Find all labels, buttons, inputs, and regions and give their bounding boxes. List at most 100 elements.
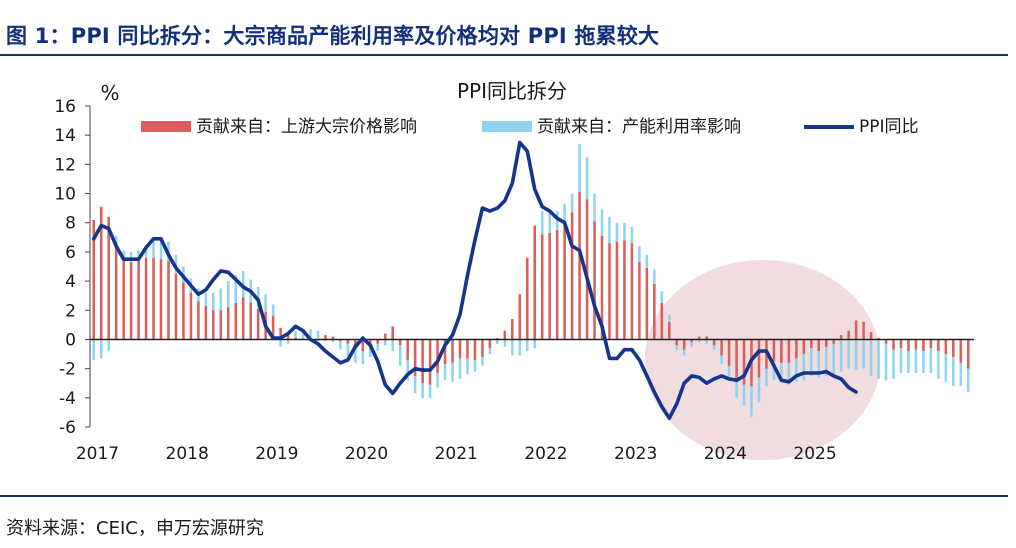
capacity-bar — [578, 143, 581, 193]
price-bar — [690, 339, 693, 343]
price-bar — [383, 333, 387, 340]
capacity-bar — [780, 362, 783, 382]
price-bar — [660, 302, 664, 340]
price-bar — [593, 221, 596, 340]
capacity-bar — [309, 329, 312, 340]
capacity-bar — [451, 362, 454, 382]
y-tick-label: 12 — [54, 155, 76, 175]
capacity-bar — [383, 339, 387, 346]
price-bar — [241, 297, 245, 340]
legend-label-capacity: 贡献来自：产能利用率影响 — [537, 117, 741, 137]
capacity-bar — [473, 359, 477, 372]
price-bar — [436, 339, 439, 374]
price-bar — [152, 257, 155, 340]
price-bar — [839, 335, 843, 340]
price-bar — [197, 301, 200, 340]
capacity-bar — [503, 339, 507, 347]
price-bar — [354, 339, 357, 349]
price-bar — [697, 336, 701, 340]
price-bar — [331, 336, 335, 340]
price-bar — [107, 216, 110, 340]
capacity-bar — [847, 339, 850, 369]
price-bar — [279, 327, 282, 340]
price-bar — [421, 339, 424, 384]
y-axis: -6 -4 -2 0 2 4 6 8 10 12 14 16 — [54, 97, 91, 438]
price-bar — [854, 320, 858, 340]
capacity-bar — [540, 211, 544, 235]
capacity-bar — [279, 339, 282, 347]
price-bar — [668, 321, 671, 340]
capacity-bar — [705, 339, 708, 344]
price-bar — [398, 339, 402, 346]
price-bar — [122, 259, 125, 340]
capacity-bar — [735, 380, 738, 398]
capacity-bar — [854, 339, 858, 371]
price-bar — [361, 339, 365, 352]
capacity-bar — [511, 339, 514, 356]
price-bar — [428, 339, 432, 385]
price-bar — [600, 235, 604, 340]
capacity-bar — [92, 339, 96, 360]
price-bar — [488, 339, 492, 349]
capacity-bar — [264, 294, 267, 312]
title-rule — [0, 54, 1008, 56]
price-bar — [249, 302, 252, 340]
capacity-bar — [810, 348, 813, 376]
capacity-bar — [413, 375, 417, 394]
capacity-bar — [234, 275, 238, 303]
capacity-bar — [959, 362, 963, 387]
price-bar — [899, 339, 903, 349]
price-bar — [727, 339, 731, 366]
x-tick-label: 2019 — [255, 444, 298, 464]
capacity-bar — [346, 343, 350, 357]
price-bar — [847, 330, 850, 340]
price-bar — [511, 319, 514, 340]
capacity-bar — [615, 222, 619, 242]
price-bar — [952, 339, 955, 357]
price-bar — [645, 267, 649, 340]
capacity-bars — [92, 143, 970, 417]
capacity-bar — [421, 383, 424, 398]
capacity-bar — [525, 339, 529, 352]
capacity-bar — [137, 250, 140, 261]
capacity-bar — [159, 241, 163, 260]
y-axis-unit: % — [100, 81, 119, 105]
capacity-bar — [354, 348, 357, 363]
highlight-ellipse — [644, 260, 881, 460]
capacity-bar — [144, 246, 148, 258]
capacity-bar — [922, 351, 925, 374]
price-bar — [555, 230, 559, 340]
y-tick-label: 0 — [65, 330, 76, 350]
capacity-bar — [481, 356, 484, 366]
capacity-bar — [548, 209, 551, 233]
price-bar — [159, 259, 163, 340]
capacity-bar — [750, 386, 753, 417]
capacity-bar — [331, 339, 335, 343]
price-bar — [608, 243, 611, 340]
capacity-bar — [645, 254, 649, 268]
price-bar — [907, 339, 910, 352]
capacity-bar — [638, 246, 641, 263]
capacity-bar — [107, 339, 110, 352]
capacity-bar — [884, 343, 888, 381]
capacity-bar — [436, 373, 439, 388]
y-tick-label: 16 — [54, 97, 76, 117]
capacity-bar — [824, 346, 828, 376]
capacity-bar — [862, 339, 865, 369]
price-bar — [832, 339, 835, 344]
capacity-bar — [122, 250, 125, 260]
price-bar — [780, 339, 783, 363]
capacity-bar — [376, 343, 380, 352]
legend-swatch-price — [141, 121, 191, 132]
capacity-bar — [286, 339, 290, 344]
price-bar — [212, 310, 215, 340]
price-bar — [959, 339, 963, 363]
price-bar — [817, 339, 821, 352]
capacity-bar — [563, 203, 566, 222]
capacity-bar — [952, 356, 955, 387]
capacity-bar — [742, 384, 746, 406]
price-bar — [481, 339, 484, 357]
price-bar — [346, 339, 350, 344]
price-bar — [824, 339, 828, 347]
